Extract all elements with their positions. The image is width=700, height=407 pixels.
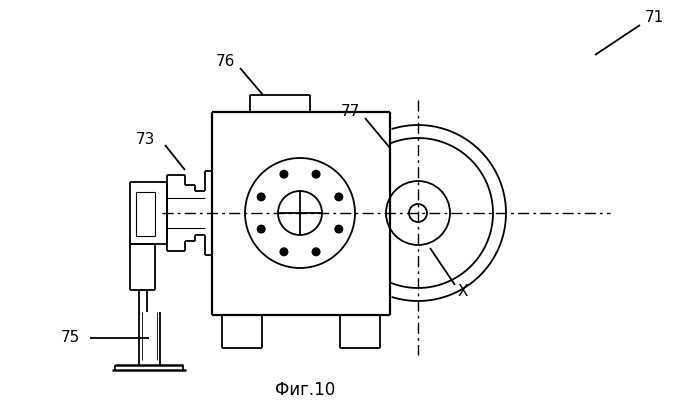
Circle shape [335,225,343,234]
Text: X: X [458,284,468,300]
Text: 73: 73 [136,133,155,147]
Circle shape [312,170,321,179]
Text: 76: 76 [216,55,235,70]
Circle shape [312,247,321,256]
Circle shape [279,170,288,179]
Text: 75: 75 [61,330,80,346]
Circle shape [257,225,266,234]
Text: 77: 77 [341,105,360,120]
Text: Фиг.10: Фиг.10 [275,381,335,399]
Text: 71: 71 [645,11,664,26]
Circle shape [257,193,266,201]
Circle shape [279,247,288,256]
Circle shape [335,193,343,201]
